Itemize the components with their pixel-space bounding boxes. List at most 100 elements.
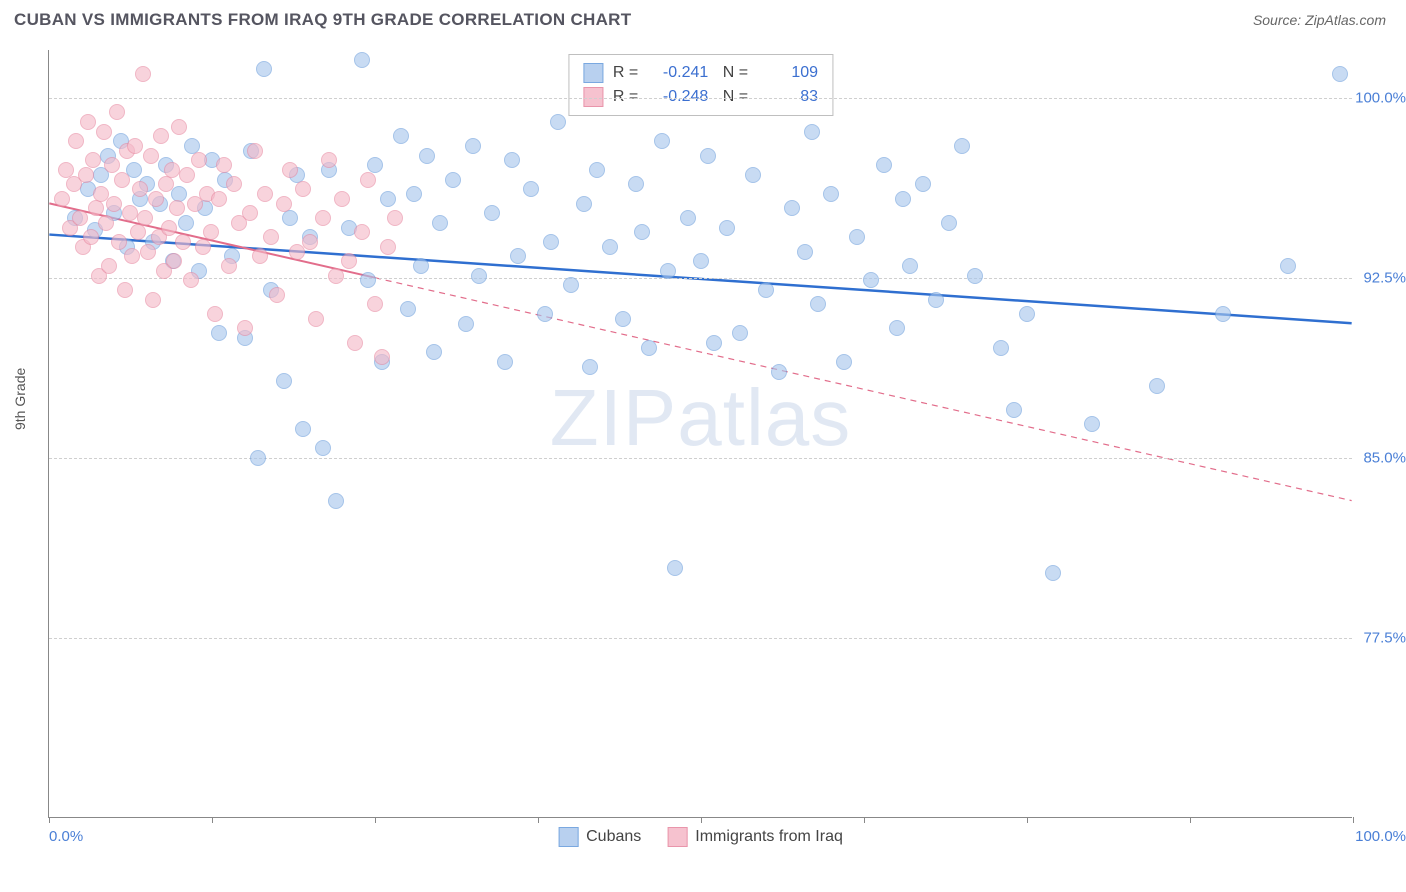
point-cubans <box>419 148 435 164</box>
swatch-iraq-icon <box>667 827 687 847</box>
point-cubans <box>836 354 852 370</box>
point-iraq <box>135 66 151 82</box>
point-cubans <box>504 152 520 168</box>
swatch-iraq <box>583 87 603 107</box>
point-cubans <box>641 340 657 356</box>
point-iraq <box>114 172 130 188</box>
point-iraq <box>242 205 258 221</box>
point-cubans <box>432 215 448 231</box>
point-iraq <box>171 119 187 135</box>
point-iraq <box>106 196 122 212</box>
point-iraq <box>164 162 180 178</box>
point-cubans <box>719 220 735 236</box>
point-iraq <box>308 311 324 327</box>
gridline <box>49 98 1352 99</box>
point-cubans <box>615 311 631 327</box>
point-cubans <box>634 224 650 240</box>
point-iraq <box>161 220 177 236</box>
point-cubans <box>784 200 800 216</box>
point-iraq <box>96 124 112 140</box>
point-cubans <box>406 186 422 202</box>
point-cubans <box>354 52 370 68</box>
point-iraq <box>122 205 138 221</box>
point-cubans <box>654 133 670 149</box>
point-cubans <box>915 176 931 192</box>
point-cubans <box>771 364 787 380</box>
point-cubans <box>700 148 716 164</box>
r-value-iraq: -0.248 <box>648 85 708 109</box>
x-tick <box>1190 817 1191 823</box>
point-cubans <box>380 191 396 207</box>
point-cubans <box>589 162 605 178</box>
point-cubans <box>889 320 905 336</box>
point-cubans <box>537 306 553 322</box>
point-cubans <box>745 167 761 183</box>
point-iraq <box>143 148 159 164</box>
point-cubans <box>543 234 559 250</box>
point-cubans <box>458 316 474 332</box>
x-tick <box>864 817 865 823</box>
y-tick-label: 85.0% <box>1363 450 1406 467</box>
point-iraq <box>321 152 337 168</box>
point-iraq <box>276 196 292 212</box>
point-cubans <box>497 354 513 370</box>
point-cubans <box>510 248 526 264</box>
point-cubans <box>328 493 344 509</box>
point-cubans <box>660 263 676 279</box>
point-iraq <box>252 248 268 264</box>
point-cubans <box>967 268 983 284</box>
point-iraq <box>145 292 161 308</box>
point-cubans <box>465 138 481 154</box>
point-cubans <box>1149 378 1165 394</box>
point-iraq <box>148 191 164 207</box>
point-iraq <box>68 133 84 149</box>
point-iraq <box>380 239 396 255</box>
gridline <box>49 458 1352 459</box>
point-cubans <box>810 296 826 312</box>
y-axis-label: 9th Grade <box>12 368 28 430</box>
point-iraq <box>179 167 195 183</box>
chart-title: CUBAN VS IMMIGRANTS FROM IRAQ 9TH GRADE … <box>14 10 631 30</box>
point-iraq <box>132 181 148 197</box>
point-cubans <box>628 176 644 192</box>
point-cubans <box>276 373 292 389</box>
point-cubans <box>550 114 566 130</box>
point-iraq <box>78 167 94 183</box>
point-iraq <box>374 349 390 365</box>
point-iraq <box>387 210 403 226</box>
point-iraq <box>117 282 133 298</box>
x-tick <box>49 817 50 823</box>
point-iraq <box>269 287 285 303</box>
point-cubans <box>360 272 376 288</box>
point-iraq <box>85 152 101 168</box>
point-cubans <box>413 258 429 274</box>
gridline <box>49 638 1352 639</box>
point-iraq <box>88 200 104 216</box>
point-cubans <box>1019 306 1035 322</box>
point-cubans <box>250 450 266 466</box>
x-tick <box>538 817 539 823</box>
point-cubans <box>797 244 813 260</box>
point-cubans <box>400 301 416 317</box>
swatch-cubans-icon <box>558 827 578 847</box>
n-value-cubans: 109 <box>758 61 818 85</box>
point-iraq <box>109 104 125 120</box>
point-cubans <box>602 239 618 255</box>
point-cubans <box>282 210 298 226</box>
point-iraq <box>191 152 207 168</box>
chart-container: 9th Grade ZIPatlas R = -0.241 N = 109 R … <box>14 50 1392 880</box>
point-iraq <box>263 229 279 245</box>
point-cubans <box>863 272 879 288</box>
point-iraq <box>130 224 146 240</box>
legend-item-cubans: Cubans <box>558 827 641 847</box>
correlation-legend: R = -0.241 N = 109 R = -0.248 N = 83 <box>568 54 833 116</box>
point-iraq <box>367 296 383 312</box>
point-cubans <box>928 292 944 308</box>
point-cubans <box>171 186 187 202</box>
point-cubans <box>804 124 820 140</box>
point-iraq <box>72 210 88 226</box>
point-cubans <box>680 210 696 226</box>
point-cubans <box>693 253 709 269</box>
point-cubans <box>178 215 194 231</box>
point-iraq <box>104 157 120 173</box>
